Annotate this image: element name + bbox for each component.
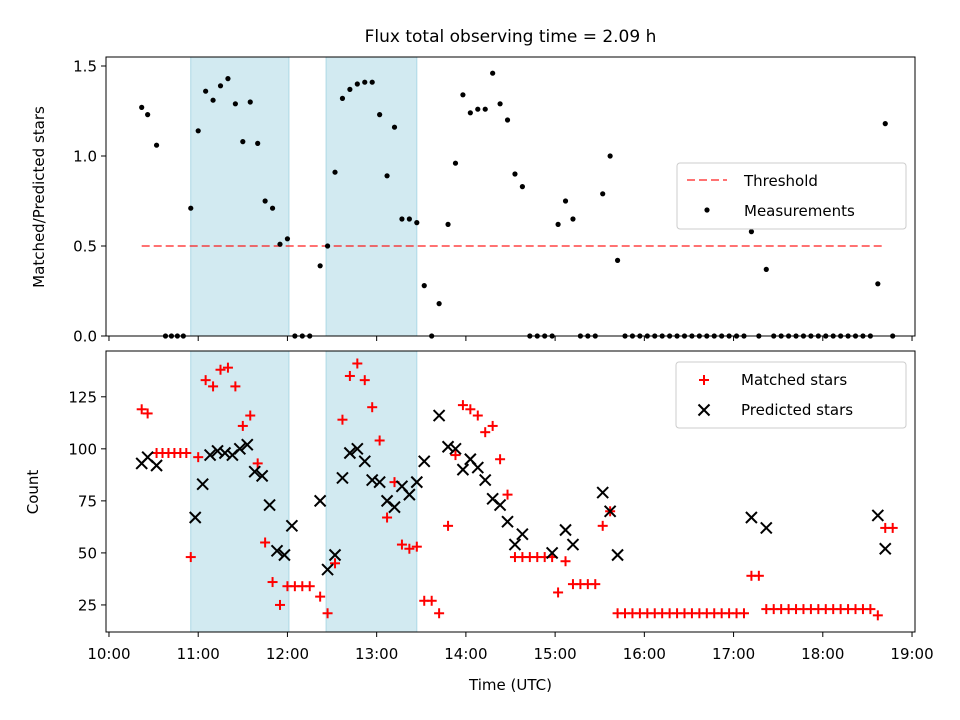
x-axis-label: Time (UTC) bbox=[468, 676, 552, 694]
top-legend: Threshold Measurements bbox=[677, 163, 906, 229]
measurement-point bbox=[318, 263, 323, 268]
measurement-point bbox=[764, 267, 769, 272]
measurement-point bbox=[285, 236, 290, 241]
x-tick-label: 11:00 bbox=[177, 645, 220, 663]
measurement-point bbox=[608, 153, 613, 158]
measurement-point bbox=[570, 216, 575, 221]
measurement-point bbox=[325, 243, 330, 248]
measurement-point bbox=[497, 101, 502, 106]
bottom-legend: Matched stars Predicted stars bbox=[676, 362, 906, 428]
y-tick-label: 1.5 bbox=[73, 58, 97, 76]
measurement-point bbox=[340, 96, 345, 101]
measurement-point bbox=[139, 105, 144, 110]
measurement-point bbox=[445, 222, 450, 227]
measurement-point bbox=[468, 110, 473, 115]
y-tick-label: 25 bbox=[78, 596, 97, 614]
legend-measurements-swatch bbox=[704, 207, 709, 212]
measurement-point bbox=[437, 301, 442, 306]
measurement-point bbox=[520, 184, 525, 189]
measurement-point bbox=[883, 121, 888, 126]
measurement-point bbox=[362, 80, 367, 85]
x-tick-label: 12:00 bbox=[266, 645, 309, 663]
measurement-point bbox=[422, 283, 427, 288]
measurement-point bbox=[270, 206, 275, 211]
legend-predicted-label: Predicted stars bbox=[741, 401, 853, 419]
measurement-point bbox=[145, 112, 150, 117]
measurement-point bbox=[414, 220, 419, 225]
measurement-point bbox=[233, 101, 238, 106]
measurement-point bbox=[370, 80, 375, 85]
measurement-point bbox=[490, 71, 495, 76]
measurement-point bbox=[277, 242, 282, 247]
measurement-point bbox=[392, 125, 397, 130]
highlight-band bbox=[191, 57, 289, 336]
y-tick-label: 100 bbox=[68, 440, 97, 458]
x-tick-label: 13:00 bbox=[355, 645, 398, 663]
measurement-point bbox=[407, 216, 412, 221]
measurement-point bbox=[188, 206, 193, 211]
y-tick-label: 75 bbox=[78, 492, 97, 510]
top-y-axis-label: Matched/Predicted stars bbox=[30, 106, 48, 288]
highlight-band bbox=[191, 351, 289, 632]
x-tick-label: 18:00 bbox=[801, 645, 844, 663]
measurement-point bbox=[196, 128, 201, 133]
highlight-band bbox=[326, 351, 417, 632]
legend-matched-label: Matched stars bbox=[741, 371, 847, 389]
measurement-point bbox=[512, 171, 517, 176]
measurement-point bbox=[248, 99, 253, 104]
measurement-point bbox=[384, 173, 389, 178]
x-tick-label: 15:00 bbox=[533, 645, 576, 663]
measurement-point bbox=[749, 229, 754, 234]
y-tick-label: 0.5 bbox=[73, 238, 97, 256]
legend-measurements-label: Measurements bbox=[744, 202, 855, 220]
measurement-point bbox=[347, 87, 352, 92]
highlight-band bbox=[326, 57, 417, 336]
measurement-point bbox=[263, 198, 268, 203]
measurement-point bbox=[255, 141, 260, 146]
x-tick-label: 19:00 bbox=[890, 645, 933, 663]
y-tick-label: 1.0 bbox=[73, 148, 97, 166]
x-tick-label: 10:00 bbox=[87, 645, 130, 663]
measurement-point bbox=[210, 98, 215, 103]
measurement-point bbox=[203, 89, 208, 94]
measurement-point bbox=[332, 170, 337, 175]
x-tick-label: 14:00 bbox=[444, 645, 487, 663]
y-tick-label: 50 bbox=[78, 544, 97, 562]
measurement-point bbox=[240, 139, 245, 144]
measurement-point bbox=[453, 161, 458, 166]
measurement-point bbox=[555, 222, 560, 227]
measurement-point bbox=[460, 92, 465, 97]
measurement-point bbox=[875, 281, 880, 286]
y-tick-label: 125 bbox=[68, 388, 97, 406]
measurement-point bbox=[475, 107, 480, 112]
x-tick-label: 17:00 bbox=[712, 645, 755, 663]
x-tick-label: 16:00 bbox=[623, 645, 666, 663]
chart-title: Flux total observing time = 2.09 h bbox=[365, 27, 657, 47]
measurement-point bbox=[377, 112, 382, 117]
figure: Flux total observing time = 2.09 h 0.0 0.… bbox=[0, 0, 960, 720]
measurement-point bbox=[218, 83, 223, 88]
legend-threshold-label: Threshold bbox=[743, 172, 818, 190]
measurement-point bbox=[399, 216, 404, 221]
measurement-point bbox=[225, 76, 230, 81]
measurement-point bbox=[154, 143, 159, 148]
measurement-point bbox=[615, 258, 620, 263]
measurement-point bbox=[505, 117, 510, 122]
measurement-point bbox=[355, 81, 360, 86]
measurement-point bbox=[600, 191, 605, 196]
bottom-y-axis-label: Count bbox=[24, 470, 42, 515]
y-tick-label: 0.0 bbox=[73, 328, 97, 346]
measurement-point bbox=[483, 107, 488, 112]
measurement-point bbox=[563, 198, 568, 203]
